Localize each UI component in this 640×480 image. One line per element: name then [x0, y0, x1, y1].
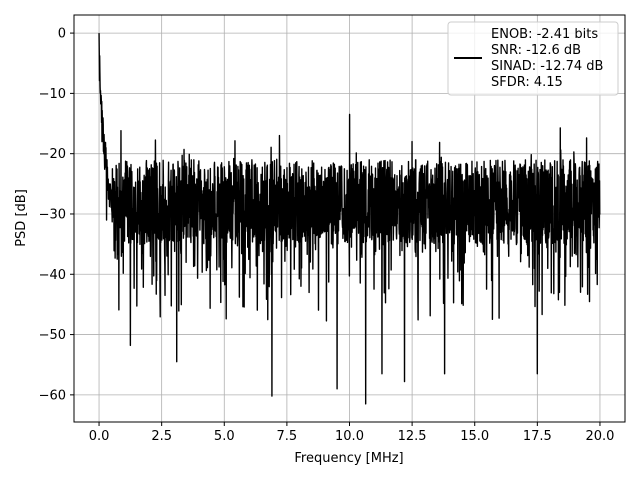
x-tick-label: 0.0: [89, 429, 110, 444]
y-tick-label: −40: [39, 268, 66, 283]
y-tick-label: −50: [39, 328, 66, 343]
y-axis-ticks: 0 −10 −20 −30 −40 −50 −60: [39, 27, 74, 403]
legend-sinad: SINAD: -12.74 dB: [491, 59, 603, 74]
x-tick-label: 15.0: [460, 429, 489, 444]
y-tick-label: −20: [39, 147, 66, 162]
legend-box: [447, 21, 619, 96]
x-axis-ticks: 0.0 2.5 5.0 7.5 10.0 12.5 15.0 17.5 20.0: [89, 422, 614, 444]
legend-snr: SNR: -12.6 dB: [491, 43, 581, 58]
x-tick-label: 20.0: [585, 429, 614, 444]
y-tick-label: −30: [39, 207, 66, 222]
x-tick-label: 10.0: [335, 429, 364, 444]
legend-enob: ENOB: -2.41 bits: [491, 27, 598, 42]
x-tick-label: 2.5: [151, 429, 172, 444]
psd-line: [98, 33, 601, 405]
x-tick-label: 7.5: [277, 429, 298, 444]
legend: ENOB: -2.41 bits SNR: -12.6 dB SINAD: -1…: [447, 21, 619, 96]
y-tick-label: 0: [58, 27, 66, 42]
legend-sfdr: SFDR: 4.15: [491, 75, 563, 90]
y-tick-label: −60: [39, 388, 66, 403]
y-tick-label: −10: [39, 87, 66, 102]
x-tick-label: 12.5: [398, 429, 427, 444]
x-tick-label: 5.0: [214, 429, 235, 444]
x-tick-label: 17.5: [523, 429, 552, 444]
y-axis-label: PSD [dB]: [14, 189, 29, 247]
x-axis-label: Frequency [MHz]: [294, 451, 403, 466]
series-psd: [98, 33, 601, 405]
